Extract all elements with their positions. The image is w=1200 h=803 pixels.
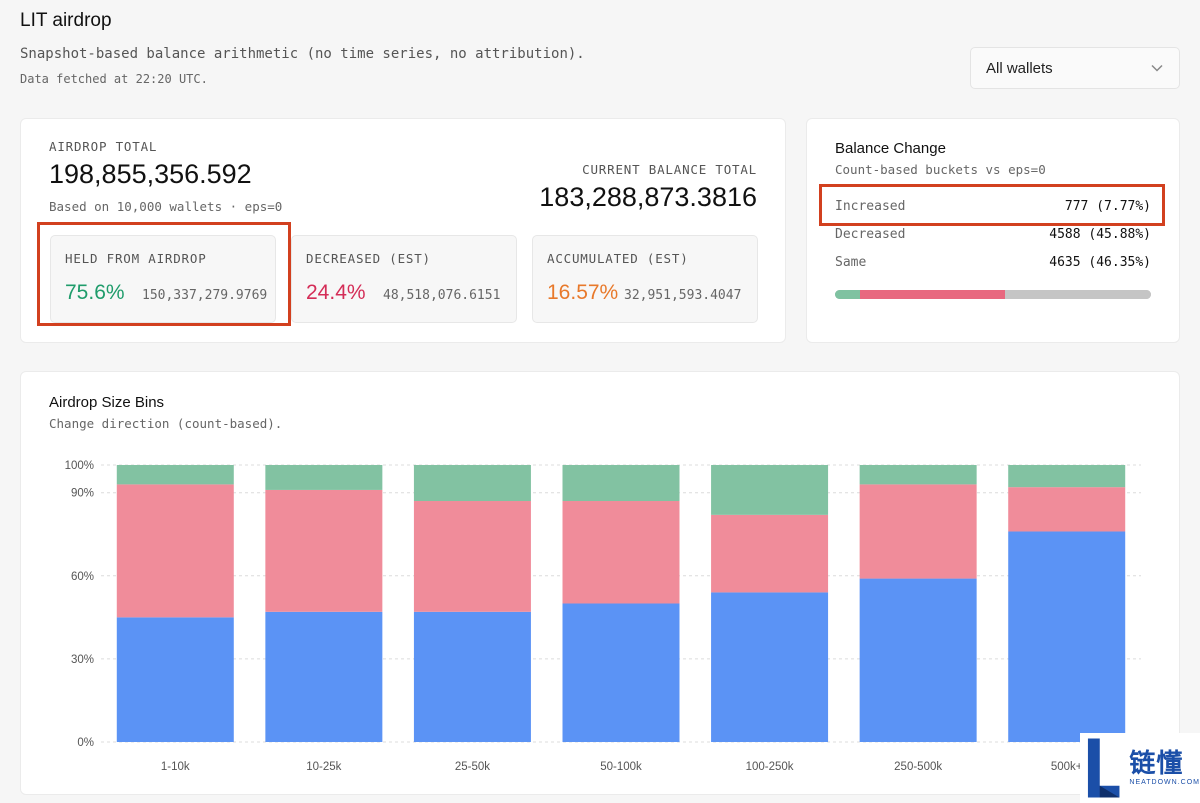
stat-label: HELD FROM AIRDROP	[65, 251, 207, 266]
stat-decreased: DECREASED (EST) 24.4% 48,518,076.6151	[291, 235, 517, 323]
stat-label: DECREASED (EST)	[306, 251, 431, 266]
balance-change-subtitle: Count-based buckets vs eps=0	[835, 162, 1046, 177]
bar-segment	[116, 484, 234, 618]
bar-segment	[265, 465, 383, 490]
current-balance-value: 183,288,873.3816	[539, 182, 757, 212]
fetched-timestamp: Data fetched at 22:20 UTC.	[20, 72, 208, 86]
watermark-en-text: NEATDOWN.COM	[1129, 779, 1200, 786]
balance-change-card: Balance Change Count-based buckets vs ep…	[806, 118, 1180, 343]
stat-held-from-airdrop: HELD FROM AIRDROP 75.6% 150,337,279.9769	[50, 235, 276, 323]
y-tick-label: 0%	[77, 737, 94, 749]
balance-change-title: Balance Change	[835, 140, 946, 157]
bar-segment	[711, 465, 829, 515]
bar-segment	[859, 578, 977, 742]
current-balance-label: CURRENT BALANCE TOTAL	[582, 162, 757, 177]
page-title: LIT airdrop	[20, 10, 112, 31]
watermark-logo: 链懂 NEATDOWN.COM	[1080, 733, 1200, 803]
x-tick-label: 1-10k	[161, 761, 190, 773]
bar-segment	[1008, 465, 1126, 488]
x-tick-label: 25-50k	[455, 761, 490, 773]
bar-segment	[711, 592, 829, 742]
stat-accumulated: ACCUMULATED (EST) 16.57% 32,951,593.4047	[532, 235, 758, 323]
airdrop-total-note: Based on 10,000 wallets · eps=0	[49, 199, 283, 214]
stat-amount: 150,337,279.9769	[142, 288, 268, 303]
airdrop-size-bins-card: Airdrop Size Bins Change direction (coun…	[20, 371, 1180, 795]
balance-row-value: 4635 (46.35%)	[1049, 255, 1151, 270]
watermark-l-icon	[1087, 738, 1120, 798]
bar-segment	[859, 484, 977, 579]
x-tick-label: 100-250k	[746, 761, 794, 773]
stat-label: ACCUMULATED (EST)	[547, 251, 689, 266]
bar-segment	[562, 465, 680, 502]
y-tick-label: 60%	[71, 571, 94, 583]
bar-segment	[413, 465, 531, 502]
balance-row-decreased: Decreased 4588 (45.88%)	[835, 227, 1151, 242]
balance-row-increased: Increased 777 (7.77%)	[835, 199, 1151, 214]
y-tick-label: 30%	[71, 654, 94, 666]
bar-segment	[1008, 487, 1126, 532]
y-tick-label: 90%	[71, 488, 94, 500]
watermark-cn-text: 链懂	[1129, 748, 1184, 778]
bar-segment	[265, 611, 383, 742]
bar-segment	[116, 465, 234, 485]
bins-title: Airdrop Size Bins	[49, 394, 165, 411]
bar-segment	[413, 501, 531, 612]
x-tick-label: 250-500k	[894, 761, 942, 773]
totals-card: AIRDROP TOTAL 198,855,356.592 Based on 1…	[20, 118, 786, 343]
bar-segment	[116, 617, 234, 742]
stat-amount: 32,951,593.4047	[624, 288, 742, 303]
wallet-filter-select[interactable]: All wallets	[970, 47, 1180, 89]
balance-distribution-bar	[835, 290, 1151, 299]
balance-row-label: Increased	[835, 199, 906, 214]
stacked-bar-chart: 0% 30% 60% 90% 100% 1-10k 10-25k 25-50k 50-100k 1…	[65, 460, 1141, 773]
balance-row-label: Same	[835, 255, 867, 270]
balance-row-same: Same 4635 (46.35%)	[835, 255, 1151, 270]
x-tick-label: 500k+	[1051, 761, 1083, 773]
bar-segment	[859, 465, 977, 485]
airdrop-total-label: AIRDROP TOTAL	[49, 139, 158, 154]
balance-bar-segment	[1004, 290, 1151, 299]
bar-segment	[562, 603, 680, 742]
balance-row-label: Decreased	[835, 227, 906, 242]
bar-segment	[711, 514, 829, 593]
bar-segment	[1008, 531, 1126, 742]
x-tick-label: 50-100k	[600, 761, 642, 773]
bar-segment	[265, 489, 383, 612]
stat-amount: 48,518,076.6151	[383, 288, 501, 303]
balance-bar-segment	[835, 290, 860, 299]
y-tick-label: 100%	[65, 460, 94, 472]
balance-bar-segment	[859, 290, 1005, 299]
balance-row-value: 4588 (45.88%)	[1049, 227, 1151, 242]
wallet-filter-value: All wallets	[986, 59, 1053, 77]
stat-percent: 24.4%	[306, 281, 366, 304]
airdrop-total-value: 198,855,356.592	[49, 159, 252, 189]
chevron-down-icon	[1151, 61, 1163, 75]
bar-segment	[562, 501, 680, 604]
x-tick-label: 10-25k	[306, 761, 341, 773]
stat-percent: 16.57%	[547, 281, 619, 304]
bar-segment	[413, 611, 531, 742]
page-subtitle: Snapshot-based balance arithmetic (no ti…	[20, 46, 585, 62]
balance-row-value: 777 (7.77%)	[1064, 199, 1151, 214]
stat-percent: 75.6%	[65, 281, 125, 304]
bins-subtitle: Change direction (count-based).	[49, 416, 283, 431]
